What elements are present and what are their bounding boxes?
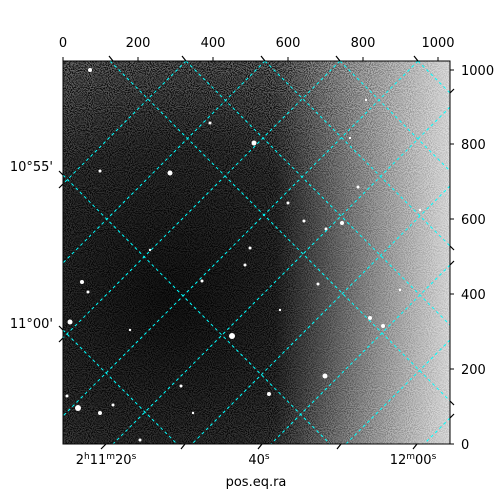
ra-tick-label: 2h11m20s bbox=[76, 452, 137, 468]
star bbox=[398, 288, 402, 292]
star bbox=[251, 140, 257, 146]
star bbox=[75, 405, 81, 411]
star bbox=[316, 282, 320, 286]
dec-tick-label: 10°55' bbox=[10, 160, 53, 175]
right-tick-0: 0 bbox=[461, 438, 469, 453]
star bbox=[267, 392, 271, 396]
ra-tick-label: 12m00s bbox=[390, 452, 437, 468]
star bbox=[88, 68, 92, 72]
star bbox=[322, 373, 328, 379]
star bbox=[229, 333, 235, 339]
top-pixel-axis: 0 200 400 600 800 1000 bbox=[59, 36, 455, 61]
star bbox=[248, 246, 252, 250]
top-tick-0: 0 bbox=[59, 36, 67, 51]
dec-tick-label: 11°00' bbox=[10, 317, 53, 332]
star bbox=[200, 279, 204, 283]
star bbox=[138, 438, 142, 442]
wcs-tick-marks bbox=[58, 55, 455, 450]
star bbox=[98, 411, 102, 415]
star bbox=[80, 280, 84, 284]
star bbox=[111, 403, 115, 407]
star bbox=[67, 319, 73, 325]
star bbox=[65, 394, 69, 398]
top-tick-2: 400 bbox=[201, 36, 226, 51]
top-tick-1: 200 bbox=[126, 36, 151, 51]
star bbox=[302, 219, 306, 223]
star bbox=[364, 98, 368, 102]
dec-axis-labels: 10°55' 11°00' bbox=[10, 160, 53, 332]
ra-tick-label: 40s bbox=[248, 452, 270, 468]
star bbox=[340, 221, 344, 225]
star bbox=[278, 308, 282, 312]
star bbox=[148, 248, 152, 252]
star bbox=[324, 227, 328, 231]
coordinate-grid bbox=[63, 61, 450, 444]
plot-frame bbox=[62, 60, 451, 445]
right-tick-1: 200 bbox=[461, 363, 486, 378]
right-tick-2: 400 bbox=[461, 288, 486, 303]
right-pixel-axis: 0 200 400 600 800 1000 bbox=[450, 64, 494, 453]
right-tick-4: 800 bbox=[461, 138, 486, 153]
sky-image bbox=[63, 61, 450, 444]
star bbox=[286, 201, 290, 205]
ra-axis-labels: 2h11m20s 40s 12m00s bbox=[76, 452, 437, 468]
star bbox=[368, 316, 372, 320]
star bbox=[128, 328, 132, 332]
top-tick-5: 1000 bbox=[421, 36, 454, 51]
right-tick-5: 1000 bbox=[461, 64, 494, 79]
star bbox=[98, 169, 102, 173]
right-tick-3: 600 bbox=[461, 213, 486, 228]
star bbox=[381, 324, 385, 328]
top-tick-3: 600 bbox=[276, 36, 301, 51]
star bbox=[191, 411, 195, 415]
star bbox=[418, 208, 422, 212]
star bbox=[348, 136, 352, 140]
star bbox=[86, 290, 90, 294]
star bbox=[167, 170, 173, 176]
star bbox=[243, 263, 247, 267]
star bbox=[179, 384, 183, 388]
star bbox=[208, 121, 212, 125]
star bbox=[356, 185, 360, 189]
star-field bbox=[65, 68, 422, 442]
x-axis-label: pos.eq.ra bbox=[226, 475, 287, 490]
top-tick-4: 800 bbox=[351, 36, 376, 51]
